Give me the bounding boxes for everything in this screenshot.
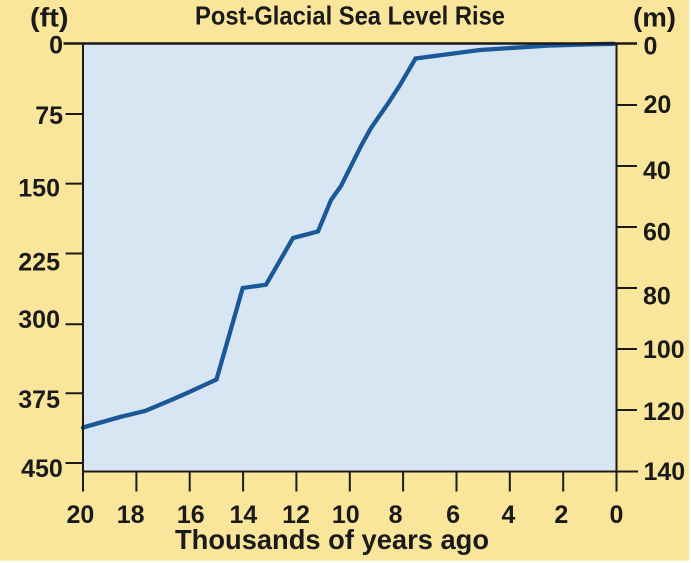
svg-text:8: 8 <box>389 501 403 529</box>
svg-text:100: 100 <box>643 336 685 364</box>
svg-text:150: 150 <box>18 175 60 203</box>
svg-text:(ft): (ft) <box>30 3 69 33</box>
svg-text:0: 0 <box>49 32 63 60</box>
svg-text:75: 75 <box>35 102 63 130</box>
svg-text:18: 18 <box>117 501 145 529</box>
svg-text:0: 0 <box>644 33 658 61</box>
svg-text:16: 16 <box>177 501 205 529</box>
svg-text:(m): (m) <box>633 3 676 33</box>
svg-text:6: 6 <box>446 501 460 529</box>
svg-text:60: 60 <box>643 218 671 246</box>
svg-text:225: 225 <box>18 249 60 277</box>
svg-text:0: 0 <box>610 501 624 529</box>
svg-text:2: 2 <box>554 501 568 529</box>
svg-text:120: 120 <box>643 398 685 426</box>
svg-text:10: 10 <box>332 501 360 529</box>
svg-text:375: 375 <box>18 386 60 414</box>
svg-text:300: 300 <box>18 306 60 334</box>
svg-text:40: 40 <box>643 157 671 185</box>
svg-text:140: 140 <box>644 458 686 486</box>
svg-text:20: 20 <box>644 91 672 119</box>
svg-text:450: 450 <box>21 455 63 483</box>
svg-text:12: 12 <box>282 501 310 529</box>
svg-text:80: 80 <box>643 282 671 310</box>
svg-text:20: 20 <box>66 501 94 529</box>
svg-text:4: 4 <box>502 501 516 529</box>
svg-text:Thousands of years ago: Thousands of years ago <box>175 524 489 555</box>
svg-text:Post-Glacial Sea Level Rise: Post-Glacial Sea Level Rise <box>195 1 505 31</box>
svg-text:14: 14 <box>229 501 257 529</box>
